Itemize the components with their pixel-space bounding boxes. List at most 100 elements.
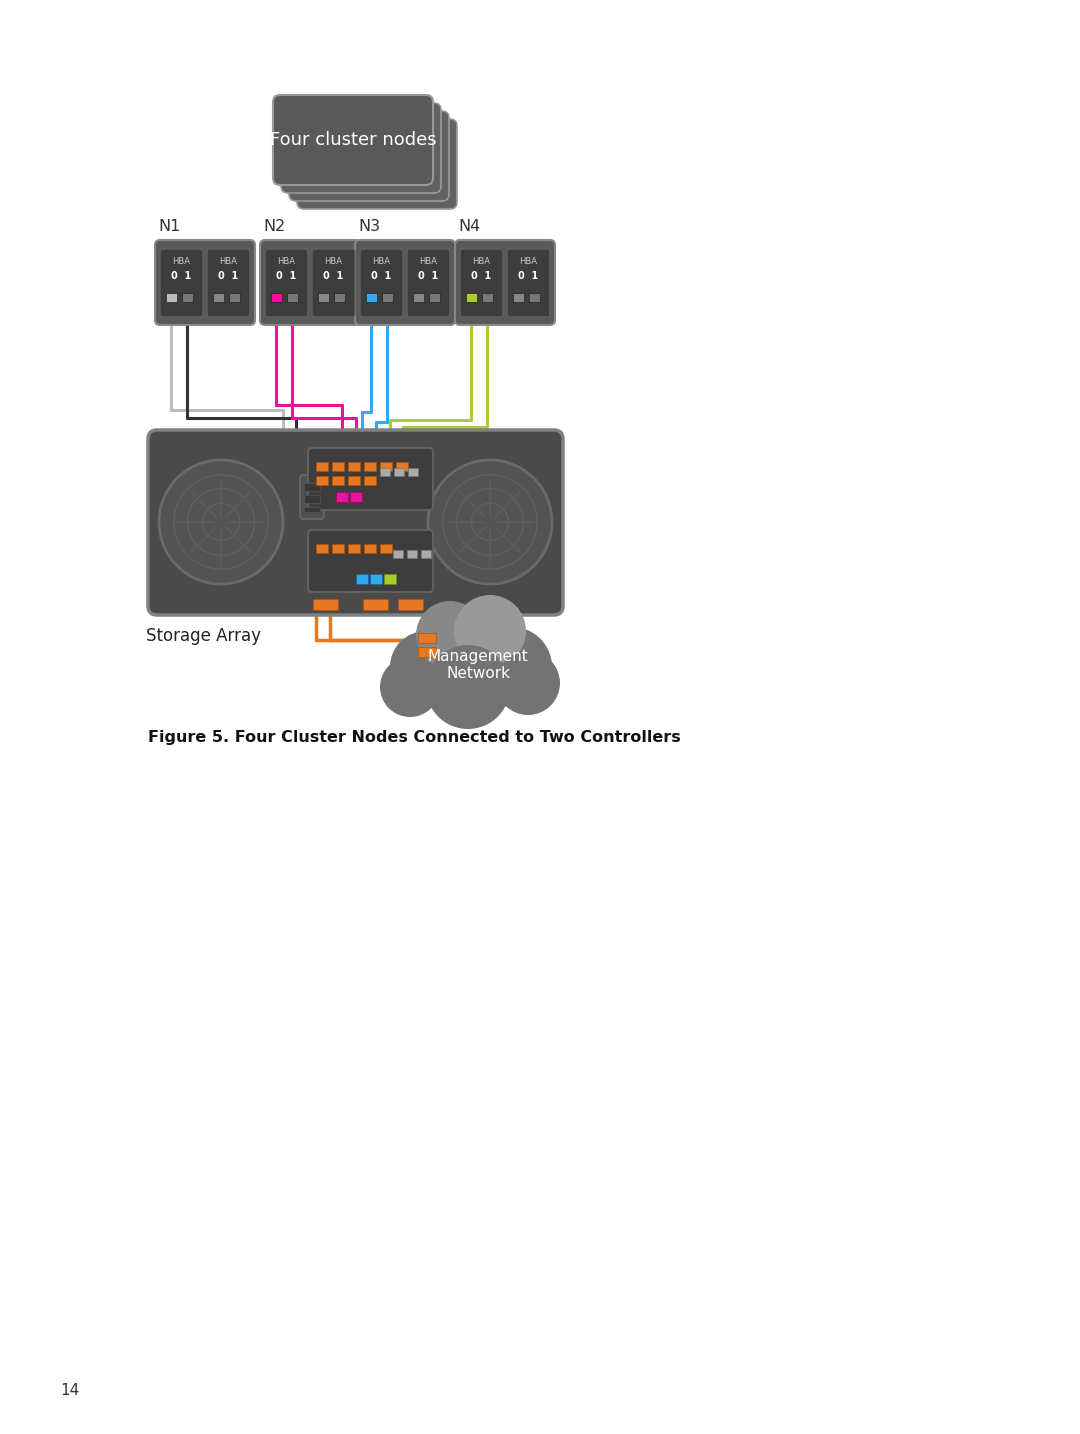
Text: N1: N1 (158, 219, 180, 234)
Bar (364, 543, 376, 554)
Bar (429, 293, 440, 303)
Bar (380, 543, 392, 554)
Bar (183, 293, 193, 303)
FancyBboxPatch shape (207, 250, 249, 317)
Bar (348, 476, 360, 485)
Bar (529, 293, 540, 303)
Text: 0  1: 0 1 (218, 271, 239, 281)
Bar (332, 462, 345, 470)
Text: HBA: HBA (324, 257, 342, 265)
Bar (166, 293, 177, 303)
FancyBboxPatch shape (300, 475, 324, 519)
FancyBboxPatch shape (308, 531, 433, 592)
Bar (413, 293, 424, 303)
Bar (303, 483, 320, 490)
Text: HBA: HBA (519, 257, 538, 265)
FancyBboxPatch shape (308, 447, 433, 511)
FancyBboxPatch shape (260, 239, 360, 326)
FancyBboxPatch shape (281, 103, 441, 194)
Circle shape (380, 657, 440, 717)
Bar (313, 599, 338, 609)
Text: 14: 14 (60, 1382, 79, 1398)
Text: HBA: HBA (419, 257, 437, 265)
Bar (348, 543, 360, 554)
Bar (380, 467, 390, 476)
Bar (382, 293, 393, 303)
Text: HBA: HBA (278, 257, 296, 265)
FancyBboxPatch shape (460, 250, 503, 317)
Text: 0  1: 0 1 (172, 271, 191, 281)
FancyBboxPatch shape (507, 250, 550, 317)
Bar (418, 632, 436, 642)
Circle shape (390, 631, 462, 703)
Text: Figure 5. Four Cluster Nodes Connected to Two Controllers: Figure 5. Four Cluster Nodes Connected t… (148, 730, 680, 746)
Text: Four cluster nodes: Four cluster nodes (270, 130, 436, 149)
FancyBboxPatch shape (156, 239, 255, 326)
Bar (408, 467, 418, 476)
Bar (316, 543, 328, 554)
Bar (318, 293, 329, 303)
Bar (303, 508, 320, 512)
FancyBboxPatch shape (360, 250, 403, 317)
Text: HBA: HBA (473, 257, 490, 265)
Circle shape (496, 651, 561, 716)
Bar (393, 551, 403, 558)
Bar (363, 599, 388, 609)
Text: 0  1: 0 1 (471, 271, 491, 281)
Bar (482, 293, 492, 303)
Text: HBA: HBA (173, 257, 190, 265)
Text: HBA: HBA (373, 257, 391, 265)
Text: 0  1: 0 1 (323, 271, 343, 281)
Bar (364, 462, 376, 470)
Bar (316, 462, 328, 470)
FancyBboxPatch shape (148, 430, 563, 615)
Bar (370, 574, 382, 584)
Text: Management
Network: Management Network (428, 648, 528, 681)
Bar (350, 492, 362, 502)
Bar (407, 551, 417, 558)
Text: N4: N4 (458, 219, 481, 234)
Bar (421, 551, 431, 558)
Bar (513, 293, 524, 303)
Bar (418, 647, 436, 657)
FancyBboxPatch shape (355, 239, 455, 326)
Text: 0  1: 0 1 (372, 271, 392, 281)
Bar (303, 495, 320, 503)
Text: N2: N2 (264, 219, 285, 234)
FancyBboxPatch shape (273, 95, 433, 185)
Circle shape (428, 460, 552, 584)
Bar (356, 574, 368, 584)
Bar (399, 599, 423, 609)
FancyBboxPatch shape (297, 119, 457, 209)
Bar (364, 476, 376, 485)
Circle shape (472, 627, 552, 707)
Text: N3: N3 (357, 219, 380, 234)
Bar (287, 293, 298, 303)
Text: 0  1: 0 1 (276, 271, 297, 281)
Bar (336, 492, 348, 502)
FancyBboxPatch shape (455, 239, 555, 326)
Circle shape (426, 645, 510, 728)
Text: HBA: HBA (219, 257, 238, 265)
Bar (213, 293, 224, 303)
Bar (334, 293, 345, 303)
Bar (465, 293, 477, 303)
FancyBboxPatch shape (407, 250, 450, 317)
Bar (394, 467, 404, 476)
FancyBboxPatch shape (160, 250, 203, 317)
Text: Storage Array: Storage Array (146, 627, 261, 645)
Bar (332, 476, 345, 485)
Bar (396, 462, 408, 470)
FancyBboxPatch shape (265, 250, 308, 317)
Bar (348, 462, 360, 470)
Bar (332, 543, 345, 554)
Bar (366, 293, 377, 303)
FancyBboxPatch shape (289, 110, 449, 201)
Bar (271, 293, 282, 303)
Bar (316, 476, 328, 485)
FancyBboxPatch shape (312, 250, 355, 317)
Circle shape (418, 605, 518, 706)
Text: 0  1: 0 1 (518, 271, 539, 281)
Circle shape (454, 595, 526, 667)
Bar (229, 293, 240, 303)
